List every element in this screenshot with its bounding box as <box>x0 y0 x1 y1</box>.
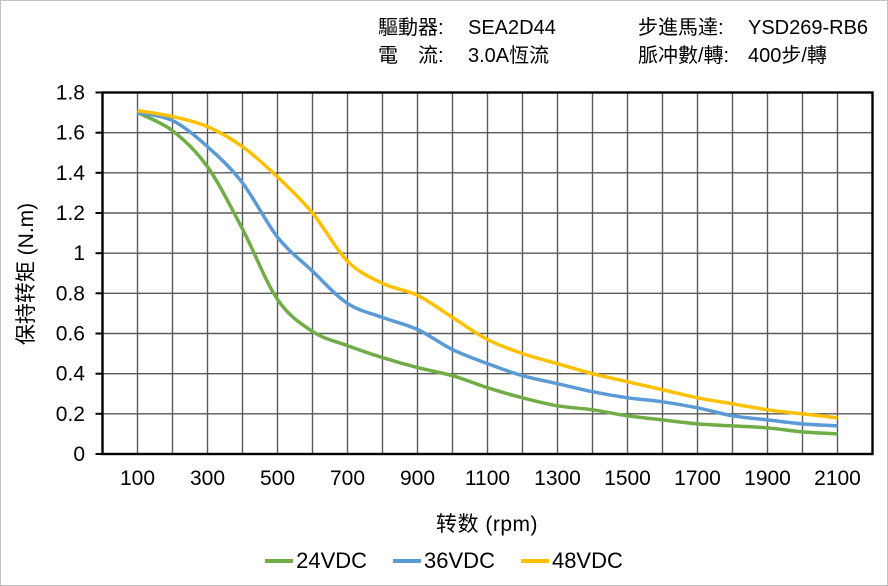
legend-swatch-24vdc <box>265 559 294 563</box>
x-axis-title: 转数 (rpm) <box>436 513 538 536</box>
legend-item-24vdc: 24VDC <box>265 548 367 574</box>
current-value: 3.0A恆流 <box>468 45 550 67</box>
x-tick-label: 1900 <box>744 467 791 490</box>
driver-row: 驅動器: SEA2D44 <box>378 14 556 42</box>
x-tick-label: 300 <box>190 467 225 490</box>
motor-row: 步進馬達: YSD269-RB6 <box>638 14 868 42</box>
driver-value: SEA2D44 <box>468 17 556 39</box>
current-label: 電 流: <box>378 45 444 67</box>
y-tick-label: 0.8 <box>56 282 85 305</box>
y-axis-title: 保持转矩 (N.m) <box>15 202 38 346</box>
x-tick-label: 1300 <box>534 467 581 490</box>
x-tick-label: 900 <box>400 467 435 490</box>
y-tick-label: 1.4 <box>56 162 86 185</box>
curve-24vdc <box>136 111 838 436</box>
chart-legend: 24VDC 36VDC 48VDC <box>102 546 872 576</box>
y-tick-label: 0.2 <box>56 403 85 426</box>
pulse-row: 脈冲數/轉: 400步/轉 <box>638 42 868 70</box>
plot-border <box>101 91 874 456</box>
header-driver-info: 驅動器: SEA2D44 電 流: 3.0A恆流 <box>378 14 556 70</box>
x-tick-label: 1700 <box>674 467 721 490</box>
legend-label-48vdc: 48VDC <box>551 548 623 573</box>
legend-label-24vdc: 24VDC <box>296 548 368 573</box>
x-tick-label: 700 <box>330 467 365 490</box>
pulse-value: 400步/轉 <box>748 45 827 67</box>
legend-swatch-48vdc <box>520 559 549 563</box>
legend-item-48vdc: 48VDC <box>520 548 623 574</box>
motor-value: YSD269-RB6 <box>748 17 869 39</box>
x-tick-label: 1100 <box>465 467 510 490</box>
legend-label-36vdc: 36VDC <box>424 548 495 573</box>
y-tick-label: 1.2 <box>56 202 85 225</box>
pulse-label: 脈冲數/轉: <box>638 45 730 67</box>
y-tick-label: 0.6 <box>56 323 85 346</box>
y-tick-label: 0 <box>73 443 85 466</box>
legend-item-36vdc: 36VDC <box>393 548 495 574</box>
x-tick-label: 500 <box>260 467 295 490</box>
curve-36vdc <box>137 110 838 428</box>
y-tick-label: 1.6 <box>56 122 85 145</box>
y-tick-label: 1 <box>73 242 85 265</box>
curve-48vdc <box>137 108 838 420</box>
y-tick-label: 1.8 <box>56 82 85 105</box>
current-row: 電 流: 3.0A恆流 <box>378 42 556 70</box>
driver-label: 驅動器: <box>378 17 444 39</box>
legend-swatch-36vdc <box>393 559 422 563</box>
x-tick-label: 2100 <box>814 467 861 490</box>
header-motor-info: 步進馬達: YSD269-RB6 脈冲數/轉: 400步/轉 <box>638 14 868 70</box>
x-tick-label: 1500 <box>604 467 651 490</box>
x-tick-label: 100 <box>120 467 155 490</box>
motor-label: 步進馬達: <box>638 17 724 39</box>
y-tick-label: 0.4 <box>56 363 86 386</box>
